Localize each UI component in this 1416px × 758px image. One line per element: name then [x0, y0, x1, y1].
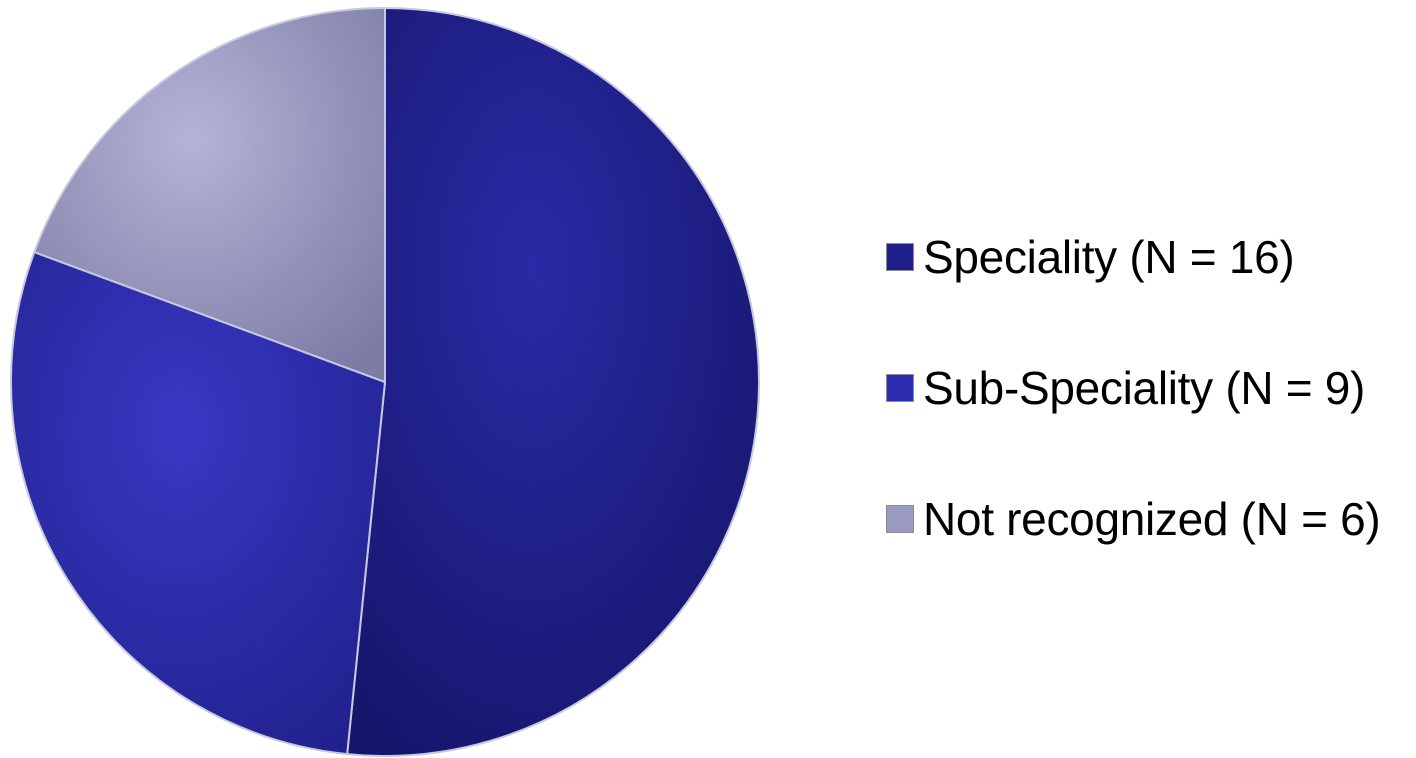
legend-swatch-not-recognized	[886, 505, 914, 533]
legend-item-sub-speciality: Sub-Speciality (N = 9)	[886, 357, 1380, 419]
legend-swatch-sub-speciality	[886, 374, 914, 402]
pie-slice-not-recognized	[32, 6, 386, 384]
legend-swatch-speciality	[886, 243, 914, 271]
legend: Speciality (N = 16) Sub-Speciality (N = …	[886, 226, 1381, 550]
pie-slices	[10, 6, 760, 757]
legend-label-not-recognized: Not recognized (N = 6)	[923, 493, 1381, 545]
legend-label-speciality: Speciality (N = 16)	[923, 231, 1295, 283]
pie-slice-sub-speciality	[10, 250, 387, 756]
legend-item-not-recognized: Not recognized (N = 6)	[886, 488, 1381, 550]
legend-item-speciality: Speciality (N = 16)	[886, 226, 1380, 288]
legend-label-sub-speciality: Sub-Speciality (N = 9)	[923, 362, 1366, 414]
pie-slice-speciality	[346, 6, 760, 757]
